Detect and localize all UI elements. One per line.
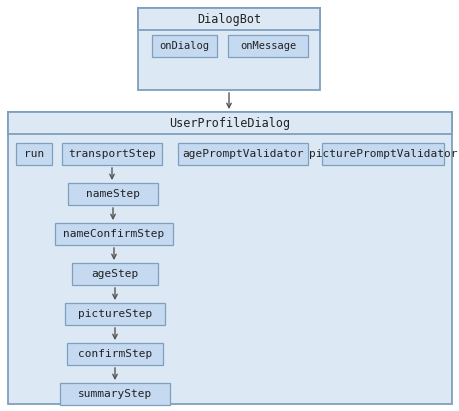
Text: onMessage: onMessage [239, 41, 296, 51]
Text: agePromptValidator: agePromptValidator [182, 149, 303, 159]
Bar [138, 8, 319, 30]
Bar [72, 263, 157, 285]
Text: summaryStep: summaryStep [78, 389, 152, 399]
Text: transportStep: transportStep [68, 149, 156, 159]
Bar [68, 183, 157, 205]
Text: pictureStep: pictureStep [78, 309, 152, 319]
Bar [60, 383, 170, 405]
Bar [62, 143, 162, 165]
Text: confirmStep: confirmStep [78, 349, 152, 359]
Bar [8, 112, 451, 404]
Text: run: run [24, 149, 44, 159]
Bar [178, 143, 308, 165]
Bar [138, 8, 319, 90]
Bar [67, 343, 162, 365]
Text: ageStep: ageStep [91, 269, 138, 279]
Bar [55, 223, 173, 245]
Bar [151, 35, 217, 57]
Bar [228, 35, 308, 57]
Bar [321, 143, 443, 165]
Text: DialogBot: DialogBot [196, 12, 261, 25]
Bar [65, 303, 165, 325]
Bar [8, 112, 451, 134]
Text: nameConfirmStep: nameConfirmStep [63, 229, 164, 239]
Bar [16, 143, 52, 165]
Text: nameStep: nameStep [86, 189, 140, 199]
Text: picturePromptValidator: picturePromptValidator [308, 149, 456, 159]
Text: UserProfileDialog: UserProfileDialog [169, 116, 290, 129]
Text: onDialog: onDialog [159, 41, 209, 51]
